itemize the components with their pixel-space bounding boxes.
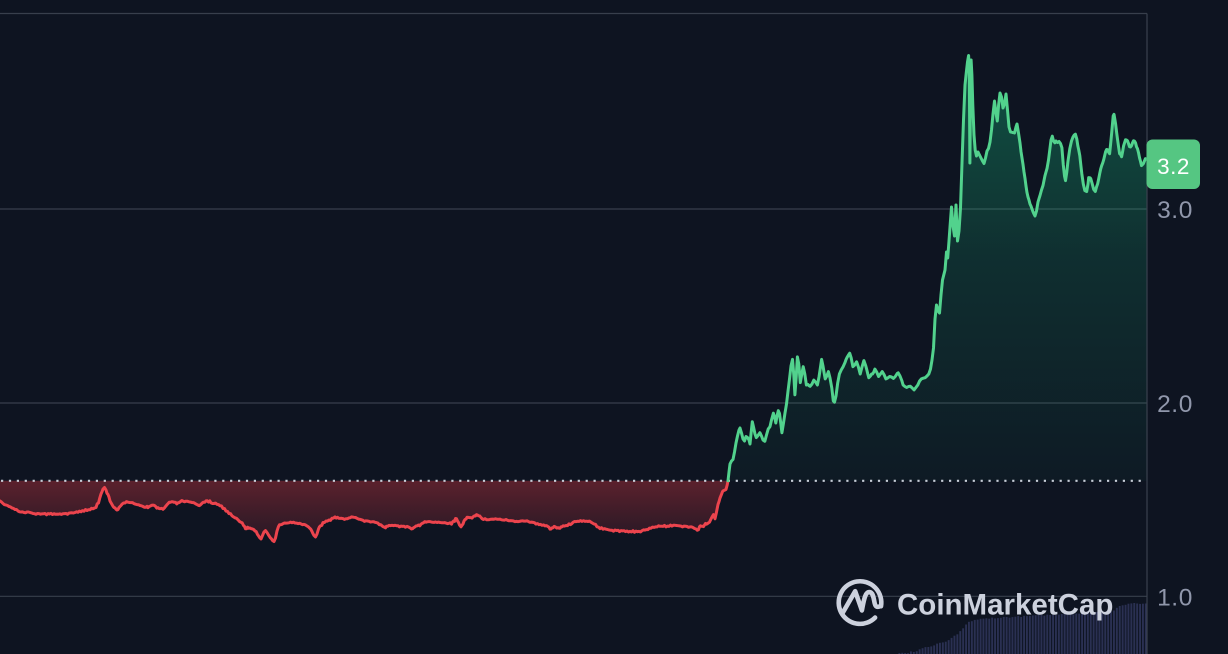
- svg-text:1.0: 1.0: [1157, 584, 1193, 611]
- svg-text:CoinMarketCap: CoinMarketCap: [897, 589, 1113, 622]
- svg-text:2.0: 2.0: [1157, 391, 1193, 418]
- svg-text:3.0: 3.0: [1157, 197, 1193, 224]
- svg-text:3.2: 3.2: [1157, 154, 1190, 179]
